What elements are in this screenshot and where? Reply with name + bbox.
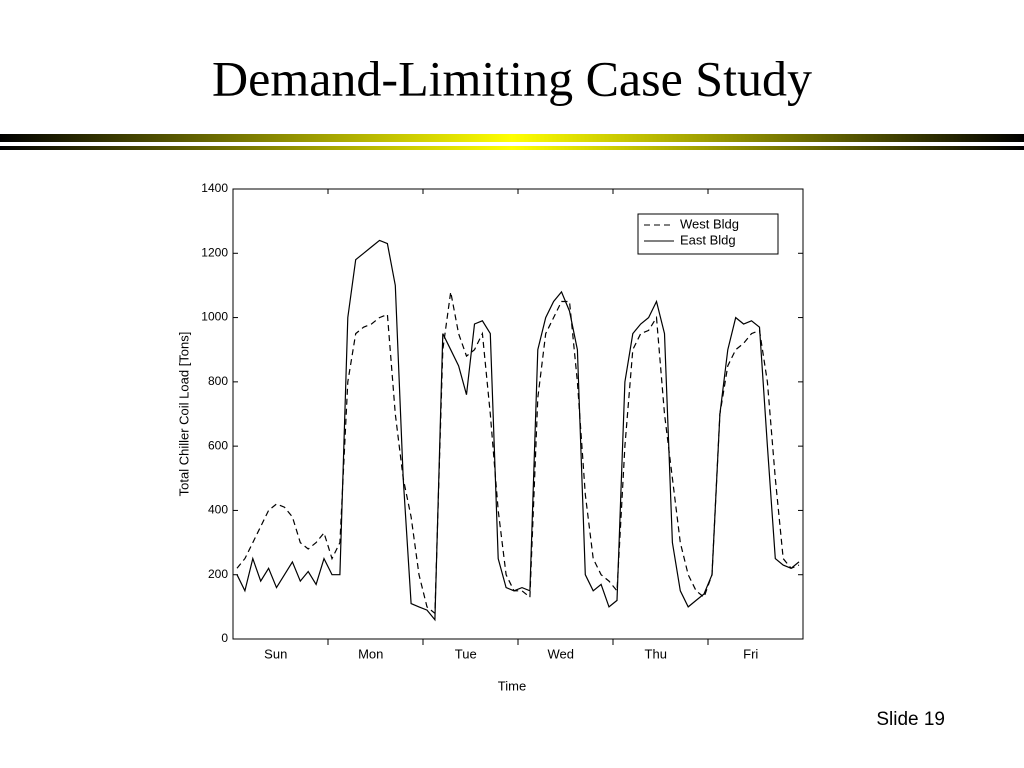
y-axis-label: Total Chiller Coil Load [Tons]	[176, 332, 191, 497]
x-tick-label: Fri	[743, 646, 758, 661]
y-tick-label: 1200	[201, 245, 228, 259]
y-tick-label: 0	[221, 631, 228, 645]
slide-number: Slide 19	[876, 709, 945, 730]
y-tick-label: 600	[208, 438, 228, 452]
y-tick-label: 1000	[201, 310, 228, 324]
data-line	[236, 239, 800, 622]
x-tick-label: Tue	[455, 646, 477, 661]
y-tick-label: 400	[208, 503, 228, 517]
x-tick-label: Wed	[548, 646, 575, 661]
y-tick-label: 800	[208, 374, 228, 388]
x-tick-label: Sun	[264, 646, 287, 661]
divider	[0, 146, 1024, 150]
plot-frame	[232, 188, 804, 640]
x-tick-label: Mon	[358, 646, 383, 661]
x-axis-label: Time	[498, 678, 526, 693]
legend-label: West Bldg	[680, 216, 739, 231]
y-tick-label: 1400	[201, 181, 228, 195]
data-line	[236, 291, 800, 615]
divider	[0, 134, 1024, 142]
slide-title: Demand-Limiting Case Study	[212, 50, 812, 106]
legend-label: East Bldg	[680, 232, 736, 247]
legend-box	[637, 213, 779, 255]
y-tick-label: 200	[208, 567, 228, 581]
x-tick-label: Thu	[645, 646, 667, 661]
